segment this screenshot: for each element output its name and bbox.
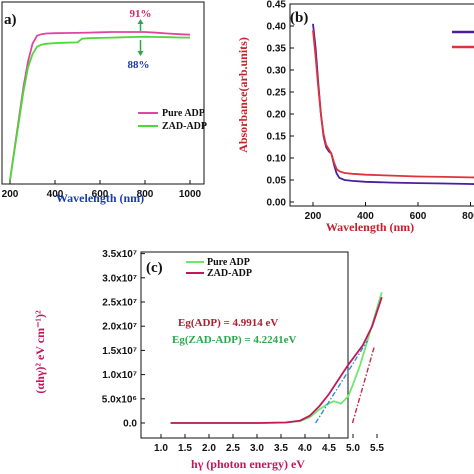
panel-b-y-tick-label: 0.30 bbox=[267, 66, 287, 77]
panel-a-series-line-0 bbox=[9, 31, 191, 181]
panel-c-annotation-eg-adp: Eg(ADP) = 4.9914 eV bbox=[178, 317, 278, 329]
panel-a-x-tick-label: 800 bbox=[137, 189, 154, 200]
panel-b-frame bbox=[289, 3, 474, 207]
panel-b-y-axis-label: Absorbance(arb.units) bbox=[236, 37, 250, 153]
panel-c-x-tick-label: 4.5 bbox=[322, 443, 336, 454]
panel-c-legend-label-1: ZAD-ADP bbox=[207, 268, 252, 279]
panel-b-y-tick-label: 0.25 bbox=[267, 88, 287, 99]
panel-c-x-tick-label: 5.5 bbox=[370, 443, 384, 454]
panel-c-y-tick-label: 1.5x10⁷ bbox=[102, 346, 137, 357]
panel-c-x-tick-label: 3.0 bbox=[250, 443, 264, 454]
panel-c-x-tick-label: 3.5 bbox=[274, 443, 288, 454]
panel-b-x-tick-label: 400 bbox=[357, 211, 374, 222]
panel-c-x-tick-label: 2.0 bbox=[202, 443, 216, 454]
panel-c-y-tick-label: 2.5x10⁷ bbox=[102, 298, 137, 309]
panel-b-y-tick-label: 0.05 bbox=[267, 176, 287, 187]
panel-a-annotation-88: 88% bbox=[128, 59, 150, 71]
panel-c-y-tick-label: 1.0x10⁷ bbox=[102, 370, 137, 381]
panel-b-y-tick-label: 0.20 bbox=[267, 110, 287, 121]
panel-a-down-arrow-head bbox=[137, 51, 144, 56]
panel-c-label: (c) bbox=[146, 260, 163, 276]
panel-a-legend-label-0: Pure ADP bbox=[162, 108, 205, 119]
panel-b-series-line-0 bbox=[312, 23, 474, 185]
panel-c-x-tick-label: 1.0 bbox=[154, 443, 168, 454]
panel-c-y-tick-label: 2.0x10⁷ bbox=[102, 322, 137, 333]
panel-b-x-tick-label: 200 bbox=[305, 211, 322, 222]
panel-a-x-tick-label: 200 bbox=[2, 189, 19, 200]
panel-c-series-line-1 bbox=[170, 296, 383, 424]
panel-a: a) 200 400 600 800 1000 Pure ADP ZAD-ADP 91% 8… bbox=[1, 1, 207, 205]
panel-c-fit-line-2 bbox=[315, 340, 368, 424]
panel-a-annotation-91: 91% bbox=[130, 8, 152, 20]
panel-c-x-tick-label: 5.0 bbox=[346, 443, 360, 454]
panel-c-x-tick-label: 4.0 bbox=[298, 443, 312, 454]
panel-c-y-tick-label: 3.0x10⁷ bbox=[102, 273, 137, 284]
panel-a-x-tick-label: 400 bbox=[47, 189, 64, 200]
panel-b-x-tick-label: 800 bbox=[462, 211, 474, 222]
panel-c-y-tick-label: 3.5x10⁷ bbox=[102, 249, 137, 260]
panel-c-series-line-0 bbox=[170, 292, 383, 424]
panel-c-frame bbox=[140, 251, 349, 439]
panel-c: (c) 1.0 1.5 2.0 2.5 3.0 3.5 4.0 4.5 5.0 5.5 0.0 5.… bbox=[33, 249, 384, 471]
panel-a-frame bbox=[1, 1, 205, 185]
panel-b-label: (b) bbox=[290, 10, 308, 26]
panel-c-y-tick-label: 0.0 bbox=[123, 419, 137, 430]
panel-c-fit-line-3 bbox=[351, 345, 376, 424]
panel-c-y-tick-label: 5.0x10⁶ bbox=[102, 394, 137, 405]
panel-b-y-tick-label: 0.10 bbox=[267, 154, 287, 165]
panel-a-x-tick-label: 600 bbox=[92, 189, 109, 200]
panel-b-y-tick-label: 0.00 bbox=[267, 198, 287, 209]
panel-a-x-axis-label: Wavelength (nm) bbox=[56, 191, 144, 205]
panel-c-annotation-eg-zad-adp: Eg(ZAD-ADP) = 4.2241eV bbox=[172, 334, 297, 346]
panel-b-x-axis-label: Wavelength (nm) bbox=[326, 220, 414, 234]
panel-c-x-tick-label: 2.5 bbox=[226, 443, 240, 454]
panel-b-y-tick-label: 0.35 bbox=[267, 44, 287, 55]
panel-a-legend-label-1: ZAD-ADP bbox=[162, 121, 207, 132]
panel-b-y-tick-label: 0.45 bbox=[267, 0, 287, 11]
panel-c-legend-label-0: Pure ADP bbox=[207, 257, 250, 268]
panel-b-x-tick-label: 600 bbox=[410, 211, 427, 222]
panel-a-series-line-1 bbox=[9, 35, 191, 181]
panel-b-y-tick-label: 0.40 bbox=[267, 22, 287, 33]
panel-c-x-axis-label: hγ (photon energy) eV bbox=[191, 457, 305, 471]
panel-a-up-arrow-head bbox=[137, 19, 144, 24]
panel-a-x-tick-label: 1000 bbox=[179, 189, 202, 200]
panel-c-x-tick-label: 1.5 bbox=[178, 443, 192, 454]
panel-b: (b) 200 400 600 800 0.00 0.05 0.10 0.15 0.20 0.2… bbox=[236, 0, 474, 234]
panel-c-y-axis-label: (αhγ)² eV cm⁻¹)² bbox=[33, 310, 47, 394]
panel-b-y-tick-label: 0.15 bbox=[267, 132, 287, 143]
panel-a-label: a) bbox=[4, 12, 17, 28]
panel-b-series-line-1 bbox=[312, 30, 474, 179]
